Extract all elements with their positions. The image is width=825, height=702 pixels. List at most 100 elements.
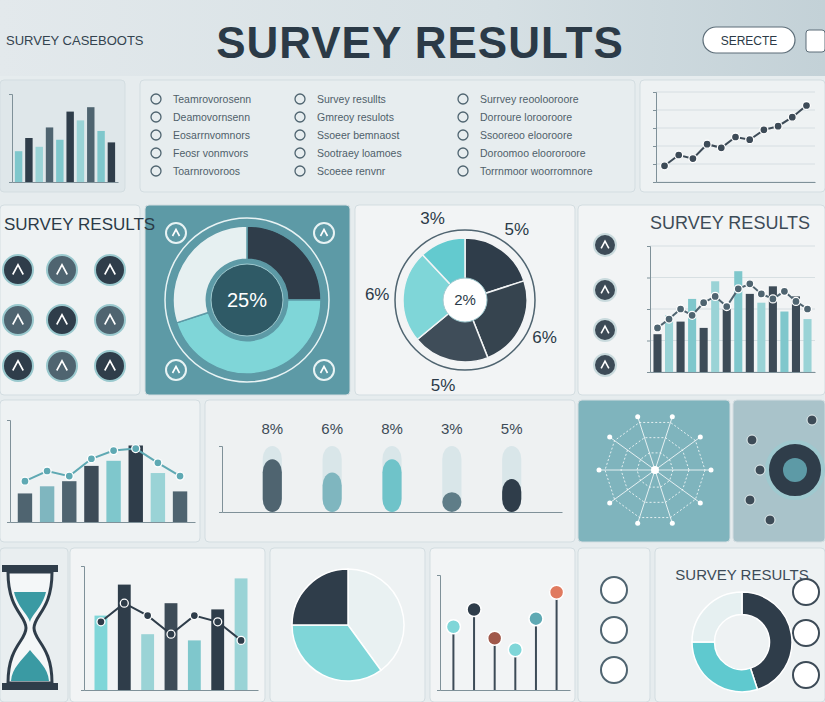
bar (792, 296, 800, 372)
lollipop-head (508, 643, 522, 657)
bar (62, 481, 76, 522)
icon-circle (314, 223, 334, 243)
page-subtitle: SURVEY CASEBOOTS (6, 33, 144, 48)
pie-center (211, 264, 283, 336)
panel (0, 548, 68, 702)
icon-glyph (609, 625, 618, 633)
slice (292, 569, 348, 625)
panel (578, 400, 730, 542)
panel (640, 80, 825, 192)
network-node (698, 435, 703, 440)
checklist-bullet (458, 166, 468, 176)
y-axis (437, 576, 441, 691)
center-label: 2% (454, 291, 476, 308)
line (101, 603, 241, 640)
y-axis (653, 93, 657, 183)
marker (675, 151, 683, 159)
marker (734, 285, 742, 293)
grid-line (650, 340, 815, 341)
panel (655, 548, 825, 702)
ring-dot (747, 435, 757, 445)
marker (788, 113, 796, 121)
checklist-bullet (295, 148, 305, 158)
marker (780, 287, 788, 295)
lollipop (550, 585, 564, 690)
select-button-bg[interactable] (703, 27, 795, 53)
checklist-bullet (151, 130, 161, 140)
lollipop (508, 643, 522, 690)
hourglass-sand-top (14, 592, 46, 622)
icon-glyph (57, 265, 68, 275)
line (665, 106, 807, 166)
icon (601, 657, 627, 683)
y-tick (647, 246, 650, 247)
select-button[interactable]: SERECTE (703, 27, 795, 53)
network-node (635, 414, 640, 419)
marker (214, 618, 222, 626)
chart (7, 421, 196, 523)
radial-network (597, 414, 714, 526)
line (658, 284, 808, 328)
marker (746, 136, 754, 144)
y-tick-mark (653, 92, 656, 93)
marker (700, 299, 708, 307)
marker (237, 636, 245, 644)
y-tick (653, 110, 656, 111)
bar (442, 492, 461, 512)
panel (0, 80, 125, 192)
marker (689, 155, 697, 163)
y-tick (653, 146, 656, 147)
panel (145, 205, 350, 395)
marker (769, 295, 777, 303)
bar (323, 472, 342, 512)
icon-circle (95, 351, 125, 381)
y-axis-line (437, 576, 441, 691)
ring-inner (783, 458, 807, 482)
bar-track (323, 446, 342, 512)
y-tick-mark (647, 278, 650, 279)
network-spoke (610, 470, 655, 503)
marker (144, 612, 152, 620)
icon (314, 360, 334, 380)
y-tick (653, 92, 656, 93)
icon-glyph (609, 665, 618, 673)
bar (734, 271, 742, 372)
checklist-item: Surrvey reoolooroore (480, 93, 579, 105)
y-tick (653, 182, 656, 183)
icon-glyph (173, 230, 180, 237)
icon-glyph (105, 265, 116, 275)
bar (84, 466, 98, 522)
bar (66, 112, 73, 182)
marker (43, 467, 51, 475)
bar (653, 334, 661, 372)
icon-circle (166, 360, 186, 380)
data-label: 8% (381, 420, 403, 437)
panel (70, 548, 265, 702)
checklist-bullet (295, 94, 305, 104)
lollipop-head (529, 612, 543, 626)
marker (760, 126, 768, 134)
lollipop-stem (535, 619, 537, 690)
icon-circle (601, 577, 627, 603)
marker (176, 472, 184, 480)
icon-glyph (321, 230, 328, 237)
icon-circle (601, 657, 627, 683)
x-axis (441, 690, 571, 692)
bar (723, 309, 731, 372)
select-button-label[interactable]: SERECTE (721, 34, 778, 48)
icon-circle (314, 360, 334, 380)
icon-circle (594, 319, 616, 341)
x-axis-line (13, 182, 119, 183)
panel (733, 400, 825, 542)
marker (746, 280, 754, 288)
icon (3, 351, 33, 381)
chart-title: SURVEY RESULTS (650, 213, 810, 233)
bar-track (442, 446, 461, 512)
y-tick (653, 128, 656, 129)
network-node (607, 435, 612, 440)
data-label: 3% (420, 209, 445, 228)
bar (77, 120, 84, 182)
x-axis (13, 182, 119, 184)
y-axis-line (7, 421, 11, 523)
checklist-item: Teamrovorosenn (173, 93, 251, 105)
